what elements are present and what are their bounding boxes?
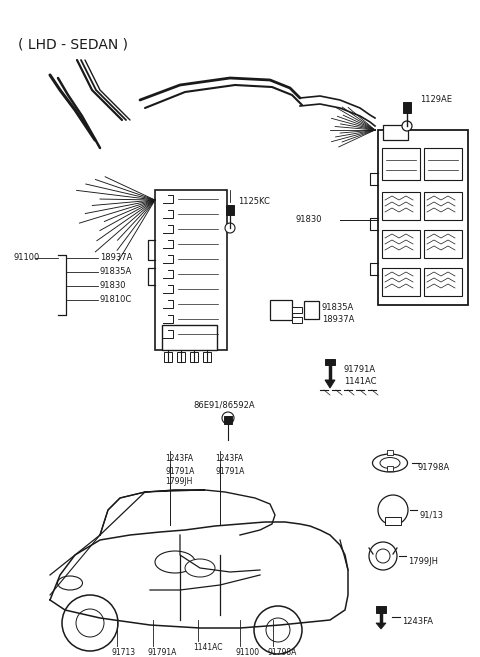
Circle shape (76, 609, 104, 637)
Text: 1125KC: 1125KC (238, 198, 270, 206)
Text: 18937A: 18937A (322, 315, 354, 323)
Circle shape (378, 495, 408, 525)
Ellipse shape (155, 551, 195, 573)
Text: 1243FA: 1243FA (215, 454, 243, 463)
Circle shape (402, 121, 412, 131)
Bar (424, 192, 462, 220)
Text: 91798A: 91798A (268, 648, 298, 657)
Text: 1243FA: 1243FA (402, 618, 433, 627)
Bar (292, 317, 302, 323)
Circle shape (266, 618, 290, 642)
Text: 1799JH: 1799JH (408, 556, 438, 566)
Ellipse shape (372, 454, 408, 472)
Bar (424, 268, 462, 296)
Bar (382, 148, 420, 180)
Bar (382, 192, 420, 220)
Text: 86E91/86592A: 86E91/86592A (193, 401, 254, 409)
Bar (304, 301, 319, 319)
Text: 91791A: 91791A (344, 365, 376, 374)
Bar (325, 359, 335, 365)
Text: 91835A: 91835A (322, 302, 354, 311)
Bar (385, 517, 401, 525)
Bar (387, 450, 393, 455)
Ellipse shape (185, 559, 215, 577)
Bar (177, 352, 185, 362)
Bar (162, 325, 217, 350)
Text: 1243FA: 1243FA (165, 454, 193, 463)
Text: 91810C: 91810C (100, 296, 132, 304)
Text: 91830: 91830 (100, 281, 127, 290)
Ellipse shape (380, 457, 400, 468)
Bar (203, 352, 211, 362)
Circle shape (376, 549, 390, 563)
Bar (292, 307, 302, 313)
Text: 1141AC: 1141AC (344, 378, 376, 386)
Bar (424, 148, 462, 180)
Bar (270, 300, 292, 320)
Bar (376, 606, 386, 613)
Bar (226, 205, 234, 215)
Bar (378, 130, 468, 305)
Text: ( LHD - SEDAN ): ( LHD - SEDAN ) (18, 38, 128, 52)
Text: 91835A: 91835A (100, 267, 132, 277)
Polygon shape (376, 623, 386, 629)
Bar (155, 190, 227, 350)
Bar (387, 466, 393, 471)
Text: 1141AC: 1141AC (193, 643, 223, 652)
Bar (424, 230, 462, 258)
Circle shape (254, 606, 302, 654)
Circle shape (369, 542, 397, 570)
Bar (190, 352, 198, 362)
Circle shape (62, 595, 118, 651)
Text: 91100: 91100 (235, 648, 259, 657)
Bar (382, 268, 420, 296)
Circle shape (225, 223, 235, 233)
Bar (382, 230, 420, 258)
Text: 91/13: 91/13 (420, 510, 444, 520)
Bar (164, 352, 172, 362)
Circle shape (222, 412, 234, 424)
Text: 91791A: 91791A (165, 467, 194, 476)
Text: 91830: 91830 (295, 215, 322, 225)
Text: 91791A: 91791A (215, 467, 244, 476)
Text: 18937A: 18937A (100, 254, 132, 263)
Bar (383, 125, 408, 140)
Text: 91798A: 91798A (418, 463, 450, 472)
Text: 1129AE: 1129AE (420, 95, 452, 104)
Polygon shape (325, 380, 335, 388)
Text: 91100: 91100 (14, 254, 40, 263)
Text: 1799JH: 1799JH (165, 477, 192, 486)
Ellipse shape (58, 576, 83, 590)
Text: 91791A: 91791A (148, 648, 178, 657)
Bar (224, 416, 232, 424)
Text: 91713: 91713 (112, 648, 136, 657)
Bar (403, 102, 411, 113)
